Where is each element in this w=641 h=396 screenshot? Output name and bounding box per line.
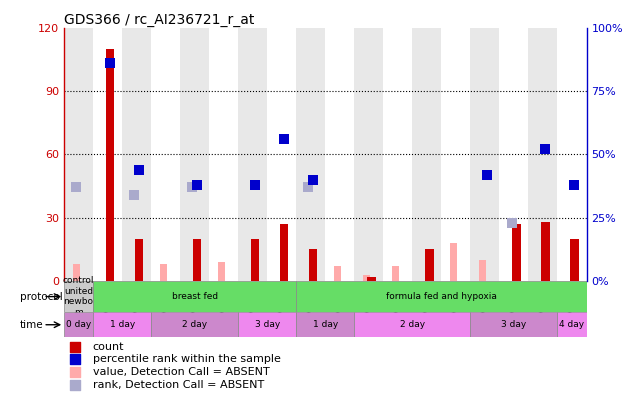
Point [71,184,81,190]
Point [250,182,260,188]
Point [506,220,517,226]
Text: control
united
newbo
m: control united newbo m [63,276,94,317]
Bar [122,28,151,281]
Text: 0 day: 0 day [66,320,91,329]
Bar [450,243,457,281]
Bar [218,262,225,281]
Bar [412,28,442,281]
Bar [479,260,487,281]
Bar [279,224,288,281]
Bar [296,312,354,337]
Point [569,182,579,188]
Bar [64,28,93,281]
Text: 4 day: 4 day [560,320,585,329]
Bar [326,28,354,281]
Text: time: time [20,320,44,330]
Bar [296,28,325,281]
Point [279,136,289,143]
Bar [296,281,587,312]
Bar [570,239,579,281]
Bar [470,28,499,281]
Bar [238,312,296,337]
Bar [363,275,370,281]
Text: percentile rank within the sample: percentile rank within the sample [93,354,281,364]
Point [69,381,79,388]
Bar [558,28,587,281]
Bar [180,28,209,281]
Text: count: count [93,341,124,352]
Point [134,166,144,173]
Text: formula fed and hypoxia: formula fed and hypoxia [386,292,497,301]
Point [308,177,318,183]
Bar [425,249,433,281]
Text: 1 day: 1 day [110,320,135,329]
Bar [528,28,558,281]
Point [482,171,492,178]
Bar [64,312,93,337]
Bar [334,267,341,281]
Bar [392,267,399,281]
Text: 3 day: 3 day [501,320,527,329]
Bar [251,239,260,281]
Bar [267,28,296,281]
Point [540,146,551,152]
Point [69,369,79,375]
Bar [106,49,114,281]
Text: breast fed: breast fed [172,292,218,301]
Bar [541,222,549,281]
Bar [442,28,470,281]
Bar [209,28,238,281]
Text: value, Detection Call = ABSENT: value, Detection Call = ABSENT [93,367,270,377]
Bar [72,264,80,281]
Bar [151,28,180,281]
Bar [238,28,267,281]
Text: protocol: protocol [20,291,62,302]
Bar [499,28,528,281]
Text: 2 day: 2 day [182,320,207,329]
Point [192,182,202,188]
Bar [367,277,376,281]
Point [303,184,313,190]
Point [129,192,140,198]
Bar [64,281,93,312]
Point [69,343,79,350]
Bar [558,312,587,337]
Bar [309,249,317,281]
Point [187,184,197,190]
Bar [383,28,412,281]
Bar [512,224,520,281]
Bar [354,28,383,281]
Text: 1 day: 1 day [313,320,338,329]
Bar [193,239,201,281]
Bar [151,312,238,337]
Bar [93,28,122,281]
Bar [354,312,470,337]
Bar [93,312,151,337]
Bar [93,281,296,312]
Text: 3 day: 3 day [254,320,280,329]
Text: rank, Detection Call = ABSENT: rank, Detection Call = ABSENT [93,379,264,390]
Bar [135,239,144,281]
Text: GDS366 / rc_AI236721_r_at: GDS366 / rc_AI236721_r_at [64,13,254,27]
Point [69,356,79,362]
Text: 2 day: 2 day [400,320,425,329]
Bar [160,264,167,281]
Point [105,60,115,67]
Bar [470,312,558,337]
